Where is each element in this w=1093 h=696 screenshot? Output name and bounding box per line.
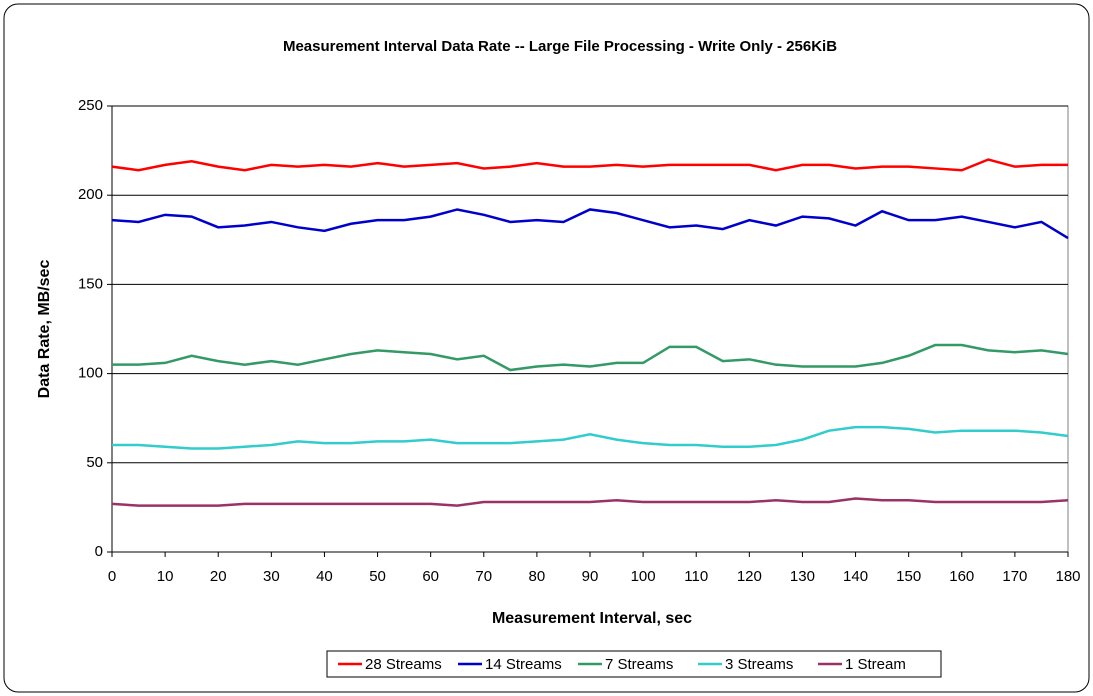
legend-label: 7 Streams bbox=[605, 656, 673, 673]
y-tick-label: 200 bbox=[78, 186, 103, 203]
chart-title: Measurement Interval Data Rate -- Large … bbox=[283, 38, 837, 55]
x-tick-label: 10 bbox=[157, 568, 174, 585]
x-tick-label: 70 bbox=[475, 568, 492, 585]
series-line bbox=[111, 208, 1069, 240]
x-tick-label: 160 bbox=[949, 568, 974, 585]
x-tick-label: 30 bbox=[263, 568, 280, 585]
series-line bbox=[112, 425, 1069, 450]
series-line bbox=[112, 343, 1069, 372]
legend-label: 3 Streams bbox=[725, 656, 793, 673]
series-line bbox=[111, 158, 1068, 172]
series-line bbox=[111, 497, 1069, 507]
x-tick-label: 140 bbox=[843, 568, 868, 585]
x-tick-label: 20 bbox=[210, 568, 227, 585]
plot-area bbox=[111, 105, 1069, 553]
legend-label: 28 Streams bbox=[365, 656, 442, 673]
x-tick-label: 40 bbox=[316, 568, 333, 585]
y-tick-label: 50 bbox=[86, 454, 103, 471]
x-tick-label: 130 bbox=[790, 568, 815, 585]
legend-label: 14 Streams bbox=[485, 656, 562, 673]
x-tick-label: 100 bbox=[631, 568, 656, 585]
x-tick-label: 110 bbox=[684, 568, 708, 585]
x-tick-label: 170 bbox=[1002, 568, 1027, 585]
legend-label: 1 Stream bbox=[845, 656, 906, 673]
x-tick-label: 50 bbox=[369, 568, 386, 585]
y-tick-label: 0 bbox=[95, 543, 103, 560]
x-tick-label: 180 bbox=[1055, 568, 1080, 585]
y-tick-label: 100 bbox=[78, 365, 103, 382]
y-axis-label: Data Rate, MB/sec bbox=[36, 260, 53, 399]
x-tick-label: 120 bbox=[737, 568, 762, 585]
x-tick-label: 90 bbox=[582, 568, 599, 585]
y-tick-label: 250 bbox=[78, 97, 103, 114]
x-tick-label: 80 bbox=[529, 568, 546, 585]
y-tick-label: 150 bbox=[78, 275, 103, 292]
x-tick-label: 60 bbox=[422, 568, 439, 585]
x-tick-label: 150 bbox=[896, 568, 921, 585]
x-tick-label: 0 bbox=[108, 568, 116, 585]
x-axis-label: Measurement Interval, sec bbox=[492, 610, 692, 627]
